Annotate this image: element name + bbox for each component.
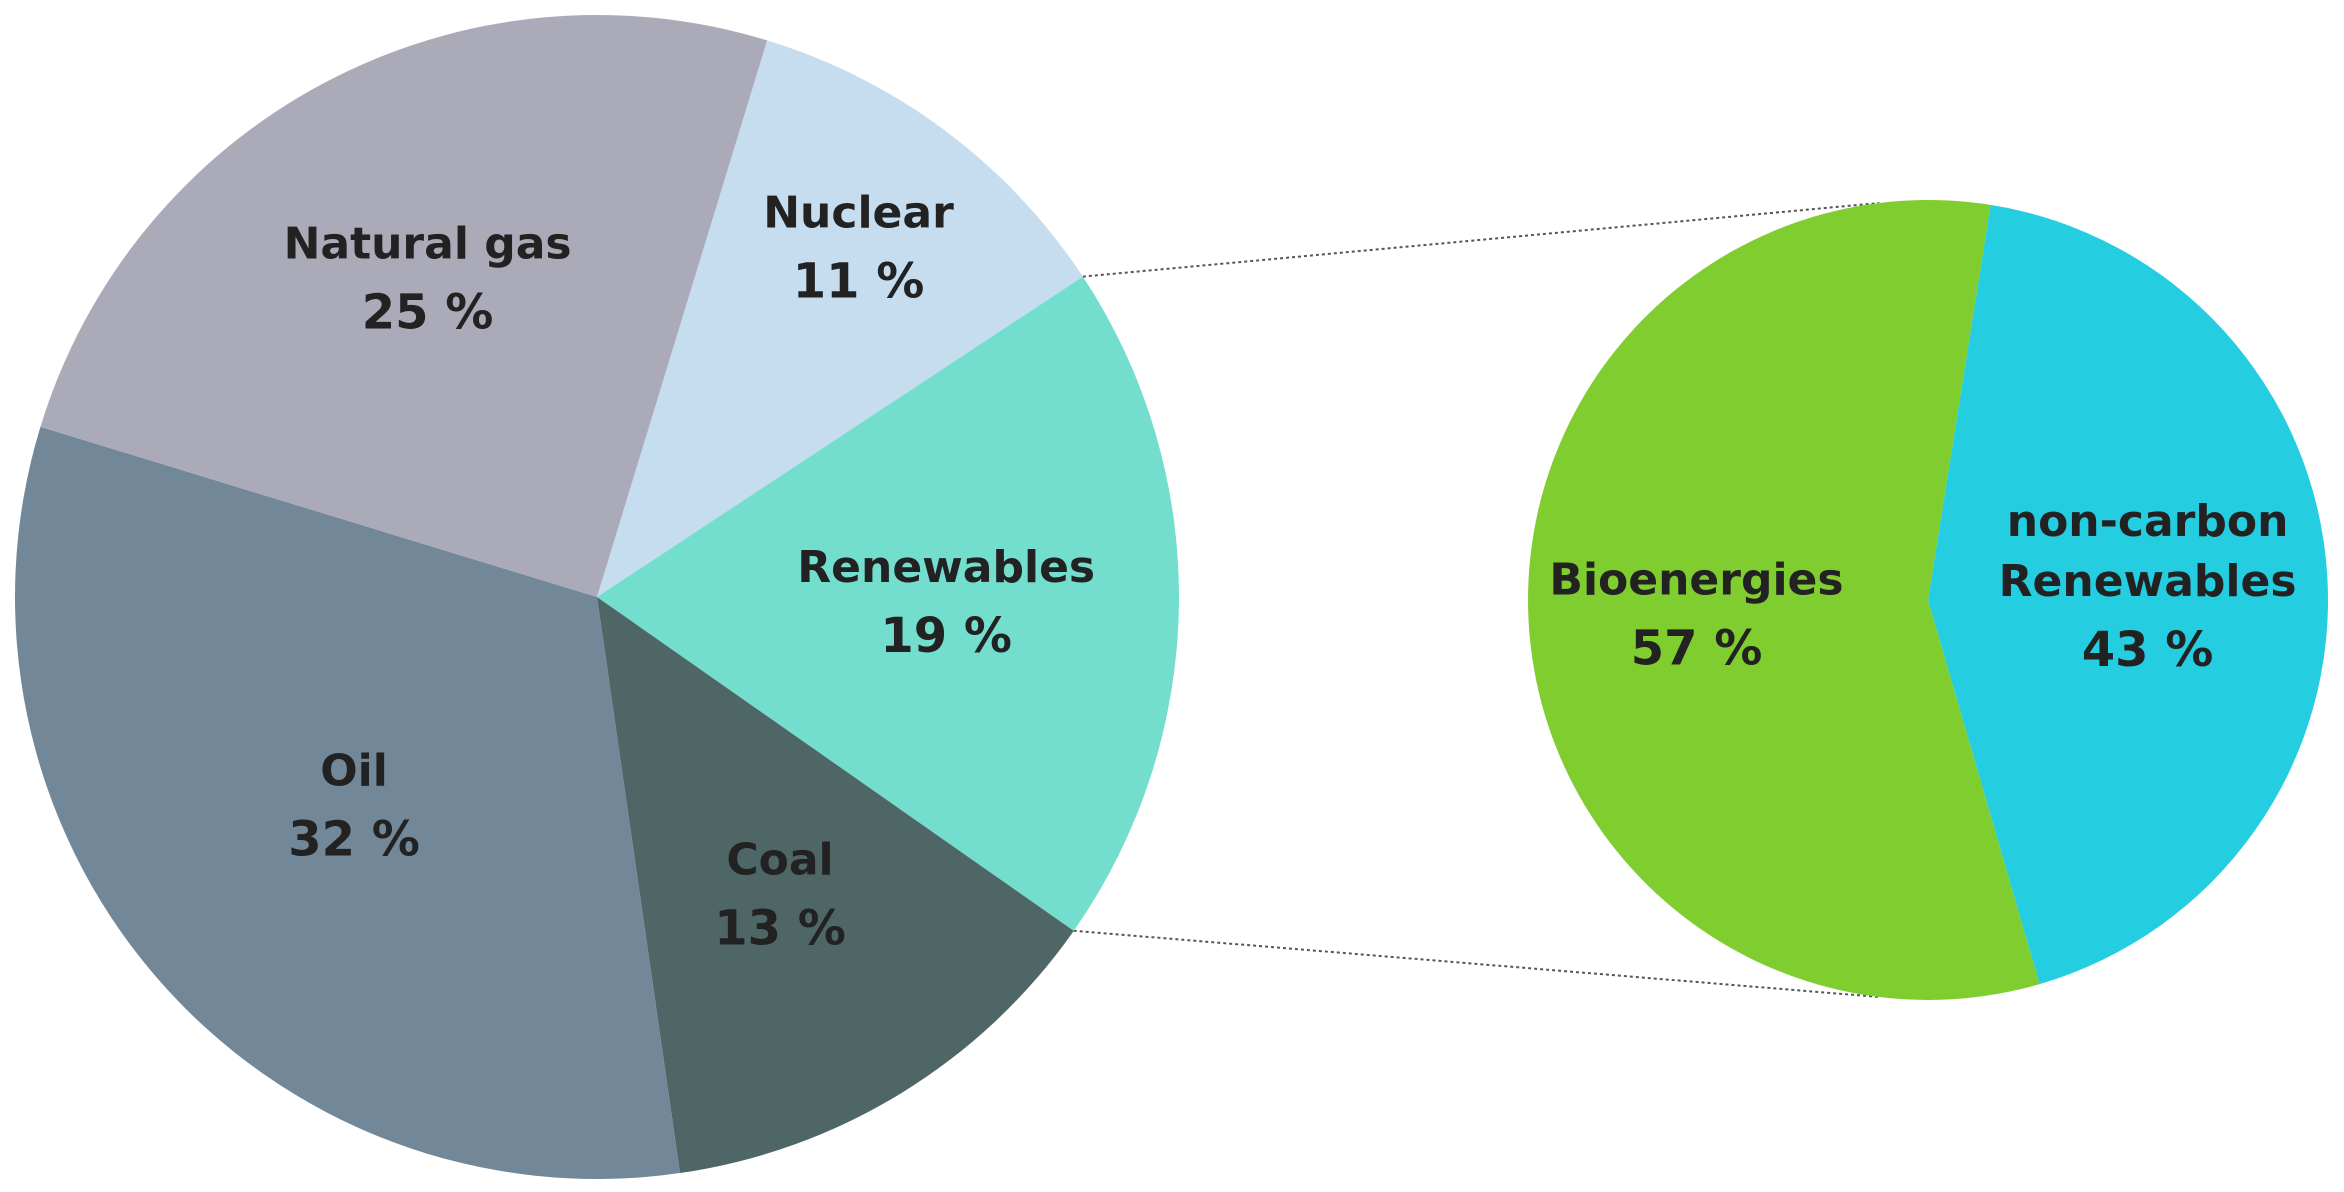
- slice-name-label: non-carbon: [2007, 496, 2289, 547]
- slice-value-label: 25 %: [362, 284, 494, 340]
- slice-value-label: 13 %: [714, 900, 846, 956]
- connector-line-top: [1082, 202, 1880, 278]
- connector-line-bottom: [1073, 929, 1880, 998]
- slice-label-oil: Oil 32 %: [288, 745, 420, 867]
- slice-name-label: Oil: [320, 745, 388, 796]
- renewables-breakout-pie: non-carbon Renewables 43 % Bioenergies 57 %: [1528, 199, 2329, 1000]
- slice-renewables: [597, 276, 1180, 931]
- slice-value-label: 32 %: [288, 811, 420, 867]
- slice-label-nuclear: Nuclear 11 %: [763, 188, 954, 310]
- slice-value-label: 57 %: [1631, 621, 1763, 677]
- main-pie: Nuclear 11 % Renewables 19 % Coal 13 % Oil 32 %…: [14, 14, 1180, 1180]
- slice-label-natural-gas: Natural gas 25 %: [284, 218, 572, 340]
- slice-name-label: Renewables: [1999, 556, 2297, 607]
- slice-value-label: 43 %: [2082, 622, 2214, 678]
- slice-name-label: Natural gas: [284, 218, 572, 269]
- slice-oil: [14, 426, 681, 1180]
- slice-non-carbon-renewables: [1928, 204, 2329, 985]
- slice-bioenergies: [1528, 199, 2040, 1000]
- slice-nuclear: [597, 40, 1083, 598]
- slice-name-label: Nuclear: [763, 188, 954, 239]
- slice-value-label: 11 %: [793, 254, 925, 310]
- slice-label-bioenergies: Bioenergies 57 %: [1549, 555, 1843, 677]
- slice-name-label: Coal: [726, 834, 833, 885]
- slice-coal: [597, 597, 1074, 1174]
- slice-name-label: Renewables: [797, 542, 1095, 593]
- slice-label-non-carbon-renewables: non-carbon Renewables 43 %: [1999, 496, 2297, 678]
- breakout-connectors: [1073, 202, 1880, 998]
- slice-value-label: 19 %: [880, 608, 1012, 664]
- slice-name-label: Bioenergies: [1549, 555, 1843, 606]
- slice-label-renewables: Renewables 19 %: [797, 542, 1095, 664]
- slice-label-coal: Coal 13 %: [714, 834, 846, 956]
- slice-natural-gas: [40, 14, 768, 598]
